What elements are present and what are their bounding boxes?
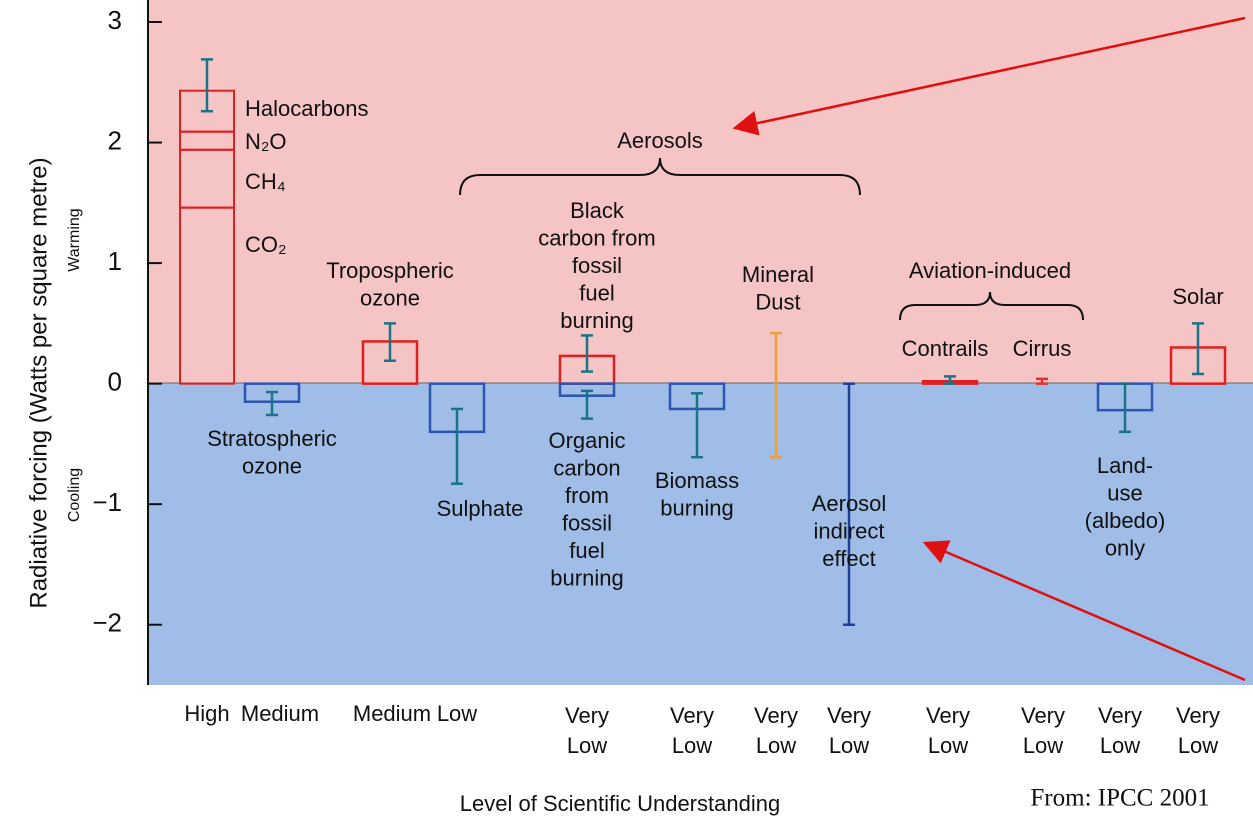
forcing-label: burning: [560, 308, 633, 333]
warming-zone: [148, 0, 1253, 383]
understanding-label: Medium: [241, 701, 319, 726]
arrow: [732, 16, 1246, 136]
forcing-label: Solar: [1172, 284, 1223, 309]
forcing-label: carbon from: [538, 225, 655, 250]
forcing-label: carbon: [553, 455, 620, 480]
y-tick-label: 3: [108, 5, 122, 35]
y-tick-label: −1: [92, 487, 122, 517]
forcing-label: Sulphate: [437, 496, 524, 521]
forcing-label: Cirrus: [1013, 336, 1072, 361]
forcing-label: Dust: [755, 289, 800, 314]
brace: [459, 157, 861, 196]
forcing-label: (albedo): [1085, 508, 1166, 533]
y-tick-label: 0: [108, 367, 122, 397]
y-tick-label: 1: [108, 246, 122, 276]
understanding-label: Very: [1176, 703, 1220, 728]
y-tick-label: −2: [92, 608, 122, 638]
understanding-label: Medium: [353, 701, 431, 726]
segment-label: N₂O: [245, 129, 287, 154]
understanding-label: Low: [928, 733, 968, 758]
y-axis-title: Radiative forcing (Watts per square metr…: [25, 157, 52, 608]
cooling-zone: [148, 383, 1253, 685]
forcing-label: Biomass: [655, 468, 739, 493]
forcing-label: Tropospheric: [326, 258, 454, 283]
understanding-label: Low: [672, 733, 712, 758]
cooling-label: Cooling: [66, 468, 83, 522]
forcing-label: fossil: [562, 510, 612, 535]
forcing-label: indirect: [814, 518, 885, 543]
forcing-label: burning: [660, 495, 733, 520]
understanding-label: Low: [1023, 733, 1063, 758]
understanding-label: Very: [565, 703, 609, 728]
understanding-label: High: [184, 701, 229, 726]
forcing-label: fuel: [579, 280, 614, 305]
group-label: Aviation-induced: [909, 258, 1071, 283]
understanding-label: Low: [567, 733, 607, 758]
forcing-label: Aerosol: [812, 491, 887, 516]
brace: [899, 291, 1084, 321]
y-tick-label: 2: [108, 125, 122, 155]
source: From: IPCC 2001: [1030, 785, 1209, 812]
forcing-label: ozone: [360, 285, 420, 310]
understanding-label: Very: [827, 703, 871, 728]
understanding-label: Very: [1021, 703, 1065, 728]
understanding-label: Low: [1178, 733, 1218, 758]
forcing-label: only: [1105, 535, 1145, 560]
forcing-label: fossil: [572, 253, 622, 278]
segment-label: CH₄: [245, 169, 286, 194]
group-label: Aerosols: [617, 128, 703, 153]
understanding-label: Low: [437, 701, 477, 726]
x-axis-title: Level of Scientific Understanding: [460, 791, 780, 816]
forcing-label: Contrails: [902, 336, 989, 361]
segment-label: CO₂: [245, 232, 287, 257]
forcing-label: Organic: [548, 428, 625, 453]
forcing-label: ozone: [242, 453, 302, 478]
understanding-label: Very: [926, 703, 970, 728]
warming-label: Warming: [66, 208, 83, 271]
forcing-label: burning: [550, 565, 623, 590]
forcing-label: Black: [570, 198, 625, 223]
understanding-label: Low: [1100, 733, 1140, 758]
forcing-label: Stratospheric: [207, 426, 337, 451]
forcing-label: from: [565, 483, 609, 508]
understanding-label: Low: [829, 733, 869, 758]
segment-label: Halocarbons: [245, 96, 369, 121]
understanding-label: Very: [670, 703, 714, 728]
arrow: [922, 540, 1246, 682]
forcing-label: fuel: [569, 538, 604, 563]
understanding-label: Very: [754, 703, 798, 728]
understanding-label: Low: [756, 733, 796, 758]
forcing-label: Mineral: [742, 262, 814, 287]
forcing-label: use: [1107, 480, 1142, 505]
understanding-label: Very: [1098, 703, 1142, 728]
forcing-label: Land-: [1097, 453, 1153, 478]
forcing-label: effect: [822, 546, 875, 571]
